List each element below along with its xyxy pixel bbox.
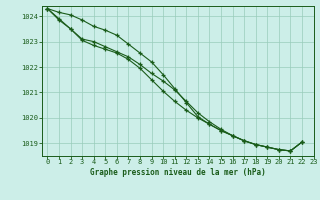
X-axis label: Graphe pression niveau de la mer (hPa): Graphe pression niveau de la mer (hPa) — [90, 168, 266, 177]
